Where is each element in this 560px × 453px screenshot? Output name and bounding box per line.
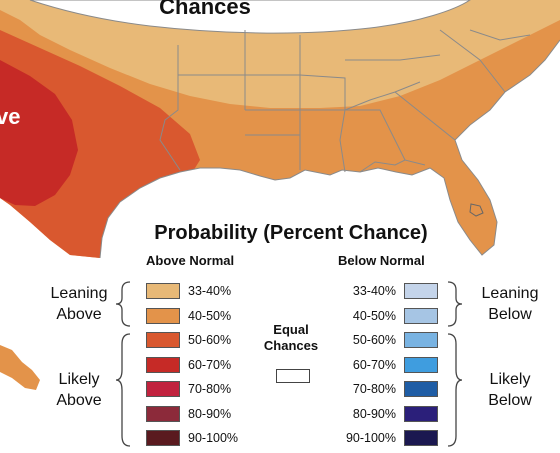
below-normal-header: Below Normal (338, 253, 425, 268)
legend-swatch (146, 381, 180, 397)
legend-percent-label: 70-80% (352, 382, 396, 396)
legend-percent-label: 50-60% (352, 333, 396, 347)
likely-below-line1: Likely (489, 371, 531, 388)
legend-percent-label: 80-90% (352, 406, 396, 421)
baja-land (0, 345, 40, 390)
band-likely-above-50-60 (0, 30, 200, 258)
leaning-below-line1: Leaning (481, 285, 539, 302)
state-border (439, 29, 506, 93)
brace-likely-below (447, 333, 463, 447)
legend-title: Probability (Percent Chance) (154, 222, 428, 244)
likely-below-line2: Below (488, 392, 532, 409)
legend-percent-label: 90-100% (345, 431, 396, 445)
state-border (159, 45, 181, 171)
legend-swatch (404, 356, 438, 373)
state-border (345, 54, 441, 61)
legend-swatch (146, 356, 180, 373)
above-normal-header: Above Normal (146, 253, 235, 268)
legend-swatch (146, 405, 180, 422)
state-border (300, 109, 346, 173)
equal-chances-label: Equal Chances (256, 322, 326, 354)
legend-percent-label: 40-50% (188, 308, 232, 323)
likely-above-label: Likely Above (44, 369, 114, 411)
legend-swatch (404, 430, 438, 446)
legend-percent-label: 33-40% (188, 284, 232, 298)
legend-swatch (404, 332, 438, 348)
legend-swatch (404, 405, 438, 422)
left-braces (115, 281, 131, 447)
state-border (245, 74, 346, 110)
coastline (99, 39, 560, 259)
state-border (344, 81, 421, 111)
legend-swatch (146, 283, 180, 299)
leaning-above-label: Leaning Above (44, 283, 114, 325)
equal-chances-line1: Equal (273, 322, 309, 337)
brace-leaning-above (115, 281, 131, 327)
legend-percent-label: 33-40% (352, 284, 396, 298)
legend-percent-label: 40-50% (352, 308, 396, 323)
state-border (469, 29, 531, 41)
legend-swatch (404, 381, 438, 397)
leaning-below-label: Leaning Below (470, 283, 550, 325)
brace-leaning-below (447, 281, 463, 327)
legend-swatch (404, 283, 438, 299)
band-lean-above-33-40 (0, 0, 560, 108)
legend-percent-label: 60-70% (352, 357, 396, 372)
legend-swatch (146, 430, 180, 446)
legend-swatch (146, 307, 180, 324)
state-border (359, 159, 426, 173)
legend-percent-label: 90-100% (188, 431, 239, 445)
map-label-above: ve (0, 104, 20, 129)
likely-above-line2: Above (56, 392, 102, 409)
legend-percent-label: 50-60% (188, 333, 232, 347)
legend-swatch (146, 332, 180, 348)
legend-swatch (404, 307, 438, 324)
likely-below-label: Likely Below (470, 369, 550, 411)
equal-chances-swatch (276, 369, 310, 383)
leaning-above-line1: Leaning (50, 285, 108, 302)
state-border (394, 91, 456, 141)
brace-likely-above (115, 333, 131, 447)
legend-percent-label: 70-80% (188, 382, 232, 396)
legend-percent-label: 80-90% (188, 406, 232, 421)
legend-percent-label: 60-70% (188, 357, 232, 372)
island (469, 203, 484, 217)
equal-chances-area (29, 0, 471, 34)
band-likely-above-60-70 (0, 60, 78, 206)
leaning-below-line2: Below (488, 306, 532, 323)
state-border (345, 109, 406, 161)
right-braces (447, 281, 463, 447)
equal-chances-line2: Chances (263, 338, 319, 353)
leaning-above-line2: Above (56, 306, 102, 323)
likely-above-line1: Likely (58, 371, 100, 388)
map-label-chances: Chances (159, 0, 251, 19)
